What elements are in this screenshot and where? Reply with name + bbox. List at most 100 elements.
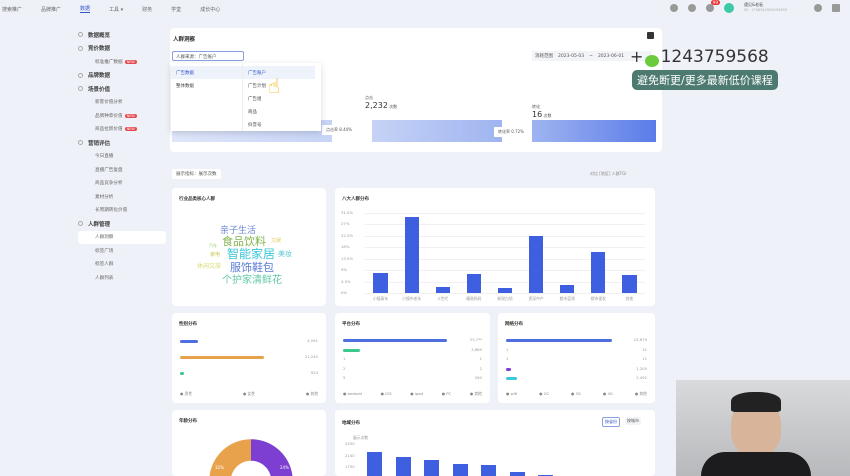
distribution-bar (180, 372, 184, 375)
account-name: 遇见&老板 (744, 2, 764, 7)
group-icon (78, 72, 83, 78)
legend-item[interactable]: ● android (343, 391, 362, 396)
by-city-button[interactable]: 按城市 (625, 417, 641, 425)
y-tick: 27% (341, 221, 350, 227)
nav-item[interactable]: 学堂 (171, 6, 182, 13)
metric-select[interactable]: 展示指标：展示次数 (172, 169, 221, 179)
legend-item[interactable]: ● 3G (571, 391, 581, 396)
legend-item[interactable]: ● 2G (539, 391, 549, 396)
dropdown-category[interactable]: 广告数据 (171, 66, 242, 79)
sidebar-item[interactable]: 今日直播 (78, 150, 166, 164)
nav-item[interactable]: 数据 (80, 6, 91, 13)
dropdown-option[interactable]: 抖音号 (248, 122, 262, 128)
y-tick: 4.5% (341, 278, 351, 284)
avatar[interactable] (724, 2, 734, 13)
sidebar-item-label: 商品拉新价值 (95, 127, 123, 133)
row-value: 2,492 (636, 375, 647, 380)
eight-groups-card: 八大人群分布 0% 4.5% 9% 13.5% 18% 22.5% 27% 31.5% 小镇青年… (335, 188, 655, 306)
cart-icon[interactable] (647, 32, 654, 39)
dropdown-option[interactable]: 广告账户 (243, 66, 315, 79)
sidebar-item[interactable]: 直播广告复盘 (78, 163, 166, 177)
gridline (365, 293, 645, 294)
sidebar-item-label: 今日直播 (95, 154, 114, 160)
sidebar-item[interactable]: 人群管理 (78, 217, 166, 231)
new-tag: NEW (124, 113, 137, 118)
help-icon[interactable] (688, 3, 696, 12)
sidebar-item[interactable]: 新客价值分析 (78, 96, 166, 110)
nav-item[interactable]: 品牌推广 (41, 6, 62, 13)
sidebar-item[interactable]: 人群列表 (78, 271, 166, 285)
legend-item[interactable]: ● iOS (380, 391, 392, 396)
sidebar-item-label: 标准推广数据 (95, 59, 123, 65)
group-icon (78, 140, 83, 146)
gridline (365, 213, 645, 214)
nav-item[interactable]: 财务 (142, 6, 153, 13)
convert-metric: 转化 16 次数 (532, 104, 551, 119)
sidebar-item[interactable]: 品牌数据 (78, 69, 166, 83)
gridline (365, 281, 645, 283)
bar (466, 273, 482, 293)
sidebar-item[interactable]: 品牌种草价值 NEW (78, 109, 166, 123)
row-value: 1,200 (636, 365, 647, 371)
legend-item[interactable]: ● 其他 (634, 391, 647, 396)
sidebar-item[interactable]: 商品竞争分析 (78, 177, 166, 191)
legend-label: 4G (607, 391, 613, 396)
sidebar-item[interactable]: 标签广场 (78, 244, 166, 258)
legend-item[interactable]: ● 其他 (305, 391, 318, 396)
sidebar-item[interactable]: 竞价数据 (78, 42, 166, 56)
dropdown-option[interactable]: 广告组 (248, 96, 262, 102)
source-select[interactable]: 人群来源：广告账户 (172, 51, 244, 61)
by-province-button[interactable]: 按省份 (602, 417, 620, 427)
legend-item[interactable]: ● PC (441, 391, 452, 396)
y-tick: 0% (341, 290, 348, 295)
legend-item[interactable]: ● 4G (602, 391, 613, 396)
date-label: 消耗范围 (535, 54, 553, 59)
bar (591, 252, 606, 293)
nav-item[interactable]: 工具 ▾ (109, 6, 124, 13)
document-icon[interactable] (670, 3, 678, 12)
word: 休闲文旅 (197, 263, 222, 270)
legend-item[interactable]: ● ipad (410, 391, 424, 396)
legend-label: 其他 (639, 391, 647, 396)
nav-item[interactable]: 成长中心 (200, 6, 221, 13)
y-tick: 22.5% (341, 232, 354, 238)
sidebar-item[interactable]: 人群洞察 (78, 230, 166, 244)
legend-label: iOS (385, 391, 392, 396)
sidebar-item[interactable]: 数据概览 (78, 28, 166, 42)
message-icon[interactable]: 99 (706, 0, 720, 12)
legend-item[interactable]: ● 男性 (180, 391, 193, 396)
region-card: 地域分布 按省份 按城市 展示次数 1750 2100 2450 (335, 410, 655, 476)
platform-title: 平台分布 (342, 322, 360, 327)
legend-item[interactable]: ● 其他 (469, 391, 482, 396)
legend-item[interactable]: ● 女性 (242, 391, 256, 396)
y-tick: 9% (341, 267, 348, 273)
dropdown-category[interactable]: 整体数据 (176, 83, 194, 89)
date-range-picker[interactable]: 消耗范围 2023-05-03 ~ 2023-06-01 (532, 51, 652, 61)
sidebar-item[interactable]: 标准推广数据 NEW (78, 55, 166, 69)
sidebar-item[interactable]: 标签人群 (78, 258, 166, 272)
source-select-value: 人群来源：广告账户 (176, 55, 217, 60)
sidebar-item[interactable]: 营销评估 (78, 136, 166, 150)
sidebar-item-label: 人群管理 (88, 221, 111, 228)
sidebar-item[interactable]: 素材分析 (78, 190, 166, 204)
settings-icon[interactable] (814, 3, 822, 12)
plus-icon: + (630, 47, 644, 66)
tgi-toggle[interactable]: 对比 [地区] 人群TGI (590, 171, 627, 176)
nav-item[interactable]: 搜索推广 (2, 6, 23, 13)
sidebar-item[interactable]: 商品拉新价值 NEW (78, 123, 166, 137)
hand-cursor-icon: ☝ (268, 74, 281, 98)
distribution-bar (506, 377, 517, 380)
dropdown-option[interactable]: 商品 (248, 109, 257, 115)
gridline (365, 270, 645, 272)
word: 智能家居 (227, 247, 276, 261)
row-value: 23,7** (469, 337, 482, 342)
distribution-bar (180, 356, 264, 359)
grid-icon[interactable] (832, 3, 840, 12)
dropdown-option[interactable]: 广告计划 (248, 83, 266, 89)
new-tag: NEW (124, 127, 137, 132)
legend-item[interactable]: ● wifi (506, 391, 518, 396)
sidebar-item[interactable]: 场景价值 (78, 82, 166, 96)
sidebar-item[interactable]: 长周期转化价值 (78, 204, 166, 218)
age-label: 32% (215, 465, 224, 470)
sidebar-item-label: 商品竞争分析 (95, 181, 123, 187)
